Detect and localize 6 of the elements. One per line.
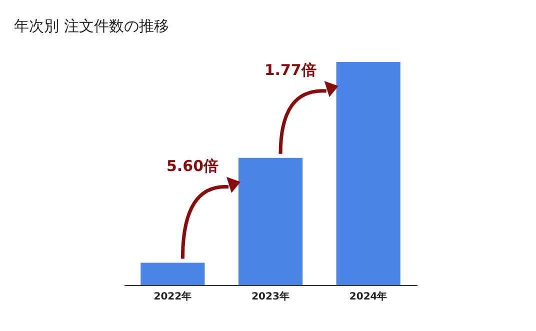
annotation: 5.60倍 [166, 156, 219, 175]
x-tick-label: 2024年 [349, 290, 388, 302]
chart-title: 年次別 注文件数の推移 [14, 17, 169, 35]
annotation: 1.77倍 [264, 61, 316, 79]
x-tick-label: 2023年 [252, 290, 290, 302]
x-tick-label: 2022年 [154, 290, 192, 302]
